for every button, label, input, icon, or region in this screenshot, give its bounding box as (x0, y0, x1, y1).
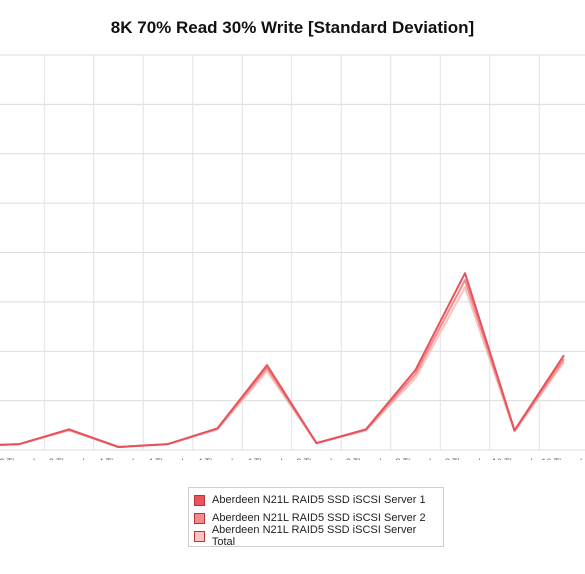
x-tick-label-line: 16 Threads (541, 457, 585, 460)
x-tick-label-line: 4 Threads (148, 457, 189, 460)
x-tick-label: 16 Threads4 Queue (541, 457, 585, 460)
legend-item-server-1[interactable]: Aberdeen N21L RAID5 SSD iSCSI Server 1 (194, 491, 438, 509)
x-tick-label: 4 Threads2 Queue (98, 457, 139, 460)
x-tick-label-line: 4 Threads (98, 457, 139, 460)
x-tick-label: 4 Threads8 Queue (197, 457, 238, 460)
series-line-1 (0, 272, 565, 448)
x-tick-label: 4 Threads4 Queue (148, 457, 189, 460)
chart-title: 8K 70% Read 30% Write [Standard Deviatio… (110, 18, 475, 37)
legend-label-server-2: Aberdeen N21L RAID5 SSD iSCSI Server 2 (212, 512, 426, 524)
legend-swatch-server-total (194, 530, 205, 542)
legend-swatch-server-2 (194, 512, 205, 524)
x-tick-label: 8 Threads16 Queue (445, 457, 486, 460)
legend-label-server-1: Aberdeen N21L RAID5 SSD iSCSI Server 1 (212, 494, 426, 506)
x-tick-label: 4 Threads16 Queue (247, 457, 288, 460)
x-tick-label: 16 Threads2 Queue (492, 457, 538, 460)
x-tick-label-line: 4 Threads (247, 457, 288, 460)
x-tick-label: 8 Threads8 Queue (395, 457, 436, 460)
x-tick-label-line: 16 Threads (492, 457, 538, 460)
x-tick-label-line: 4 Threads (197, 457, 238, 460)
x-tick-label: 2 Threads8 Queue (0, 457, 40, 460)
x-tick-label-line: 8 Threads (445, 457, 486, 460)
legend-label-server-total: Aberdeen N21L RAID5 SSD iSCSI Server Tot… (211, 524, 417, 548)
plot-area: 2 Threads4 Queue2 Threads8 Queue2 Thread… (0, 54, 585, 460)
legend: Aberdeen N21L RAID5 SSD iSCSI Server 1 A… (188, 487, 444, 548)
x-tick-label: 2 Threads16 Queue (49, 457, 90, 460)
series-line-3 (0, 286, 565, 449)
x-tick-label-line: 8 Threads (395, 457, 436, 460)
legend-item-server-2[interactable]: Aberdeen N21L RAID5 SSD iSCSI Server 2 (194, 509, 438, 527)
x-tick-label: 8 Threads2 Queue (296, 457, 337, 460)
x-tick-label-line: 2 Threads (0, 457, 40, 460)
legend-item-server-total[interactable]: Aberdeen N21L RAID5 SSD iSCSI Server Tot… (194, 524, 438, 548)
x-tick-label: 8 Threads4 Queue (346, 457, 387, 460)
legend-swatch-server-1 (194, 494, 205, 506)
x-tick-label-line: 8 Threads (296, 457, 337, 460)
x-tick-label-line: 8 Threads (346, 457, 387, 460)
series-line-2 (0, 279, 565, 448)
x-tick-label-line: 2 Threads (49, 457, 90, 460)
